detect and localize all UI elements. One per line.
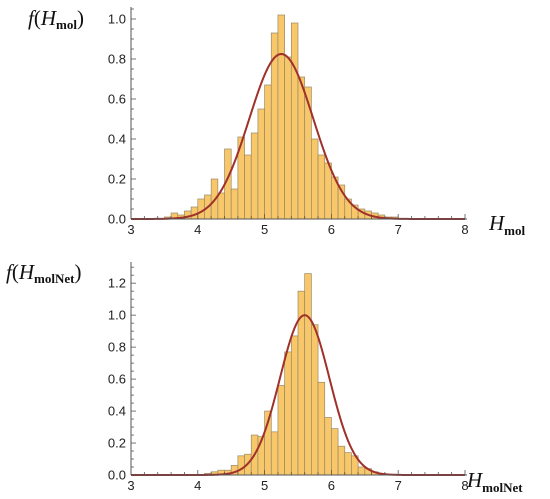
histogram-bar <box>324 417 332 476</box>
x-tick-label: 6 <box>328 478 335 493</box>
x-tick-label: 7 <box>395 222 402 237</box>
histogram-bar <box>217 192 225 220</box>
histogram-bar <box>264 84 272 220</box>
histogram-bars <box>204 273 386 476</box>
histogram-bar <box>270 431 279 476</box>
histogram-bar <box>317 154 326 220</box>
histogram-bar <box>244 154 252 220</box>
y-tick-label: 0.2 <box>108 436 126 451</box>
y-tick-label: 0.0 <box>108 468 126 483</box>
y-axis-label: f(Hmol) <box>28 6 84 32</box>
y-tick-label: 0.4 <box>108 404 126 419</box>
histogram-bar <box>277 14 285 220</box>
x-tick-label: 8 <box>461 478 468 493</box>
x-tick-label: 6 <box>328 222 335 237</box>
x-tick-label: 4 <box>194 478 201 493</box>
histogram-bar <box>277 385 285 476</box>
histogram-bar <box>357 466 366 476</box>
x-tick-label: 3 <box>127 478 134 493</box>
histogram-bar <box>331 428 339 476</box>
y-tick-label: 0.2 <box>108 172 126 187</box>
y-tick-label: 0.6 <box>108 372 126 387</box>
histogram-bar <box>250 132 259 220</box>
y-tick-label: 1.0 <box>108 308 126 323</box>
y-tick-label: 0.0 <box>108 212 126 227</box>
histogram-bar <box>230 188 239 220</box>
x-axis-label: HmolNet <box>466 468 523 495</box>
histogram-bars <box>164 14 399 220</box>
y-tick-label: 0.8 <box>108 340 126 355</box>
y-tick-label: 0.4 <box>108 132 126 147</box>
histogram-bar <box>317 381 326 476</box>
x-tick-label: 5 <box>261 222 268 237</box>
histogram-bar <box>197 198 205 220</box>
histogram-bar <box>237 455 245 476</box>
histogram-bar <box>284 56 292 220</box>
histogram-bar <box>284 351 292 476</box>
histogram-bar <box>311 138 319 220</box>
x-tick-label: 3 <box>127 222 134 237</box>
histogram-bar <box>290 335 299 476</box>
x-axis-label: Hmol <box>488 211 526 238</box>
histogram-bar <box>337 445 346 476</box>
y-tick-label: 0.6 <box>108 92 126 107</box>
histogram-bar <box>304 273 312 476</box>
histogram-bar <box>311 324 319 476</box>
histogram-bar <box>344 452 352 476</box>
y-tick-label: 0.8 <box>108 52 126 67</box>
chart-hmolnet: 3 4 5 6 7 8 0.0 0.2 0.4 0.6 0.8 1.0 1.2 f(HmolNet) Hmo… <box>6 260 523 495</box>
y-axis-label: f(HmolNet) <box>6 260 81 286</box>
x-tick-label: 5 <box>261 478 268 493</box>
chart-hmol: 3 4 5 6 7 8 0.0 0.2 0.4 0.6 0.8 1.0 f(Hmol) Hmol <box>28 6 526 238</box>
histogram-bar <box>257 108 265 220</box>
x-tick-label: 4 <box>194 222 201 237</box>
histogram-bar <box>290 22 299 220</box>
y-tick-label: 1.0 <box>108 12 126 27</box>
histogram-bar <box>324 162 332 220</box>
x-tick-label: 8 <box>461 222 468 237</box>
y-tick-label: 1.2 <box>108 276 126 291</box>
histogram-bar <box>297 76 306 220</box>
x-tick-label: 7 <box>395 478 402 493</box>
